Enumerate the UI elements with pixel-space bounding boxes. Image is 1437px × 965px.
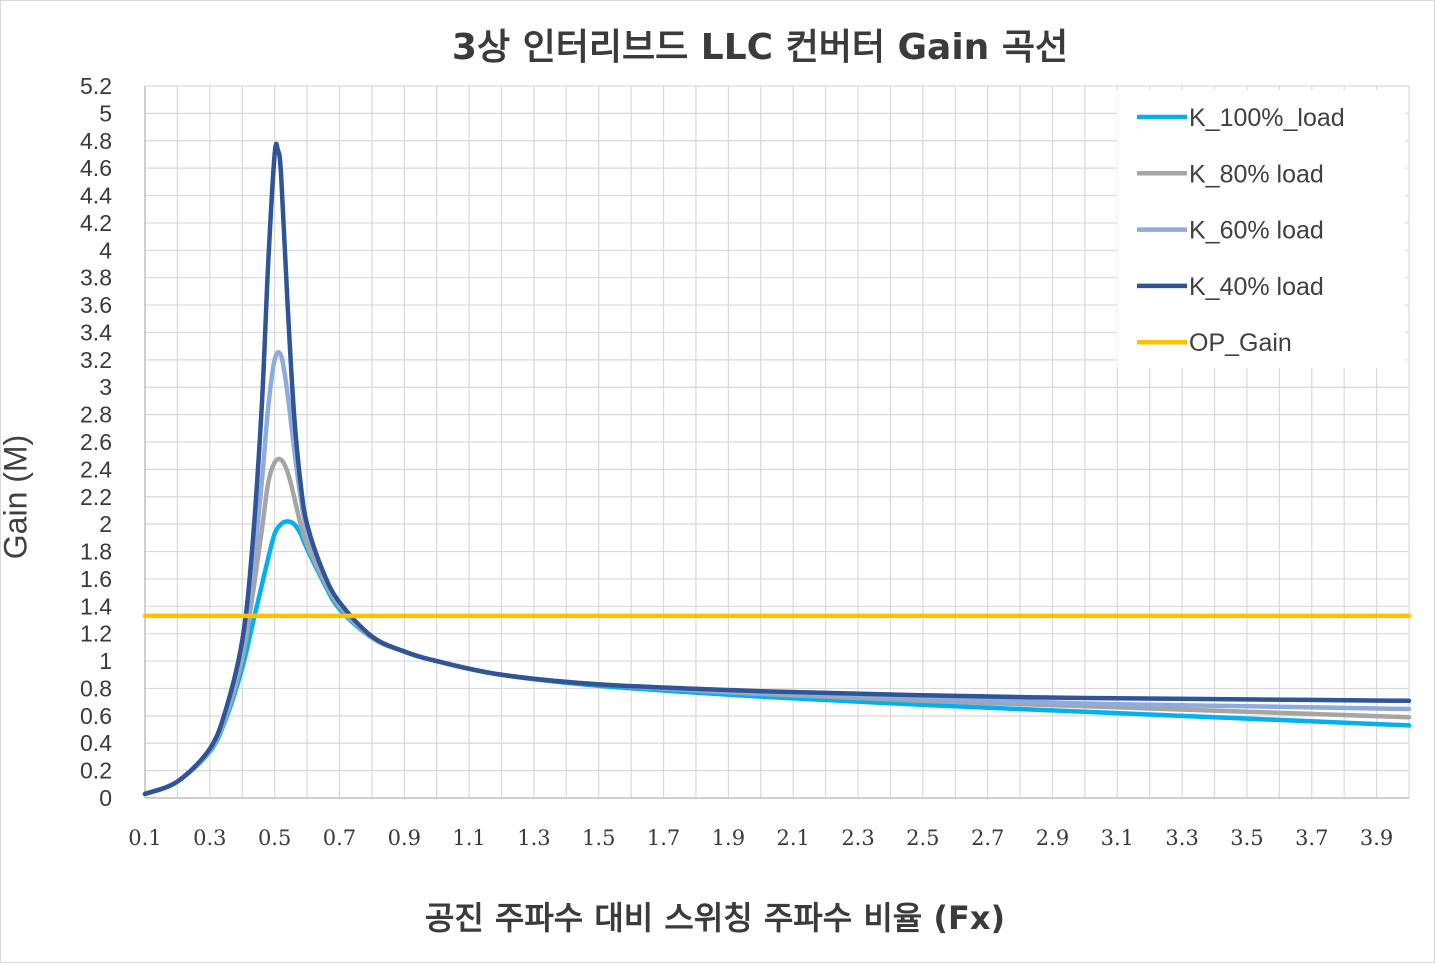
x-tick-label: 3.9 [1360,826,1393,850]
series-line-k-40-load [142,141,1412,797]
y-tick-label: 0.4 [80,730,112,756]
y-tick-label: 5.2 [80,73,112,99]
legend-label-k-80-load: K_80% load [1189,160,1324,188]
series-line-k-60-load [142,349,1412,797]
grid [145,85,1410,798]
y-tick-label: 3.6 [80,292,112,318]
y-tick-label: 4.4 [80,183,112,209]
x-tick-label: 3.3 [1165,826,1198,850]
y-tick-label: 0.2 [80,758,112,784]
x-tick-label: 0.3 [193,826,226,850]
x-tick-label: 2.1 [777,826,810,850]
y-tick-label: 1.6 [80,566,112,592]
x-tick-label: 3.1 [1101,826,1134,850]
y-tick-label: 4 [99,237,112,263]
y-tick-label: 2 [99,511,112,537]
y-tick-labels: 00.20.40.60.811.21.41.61.822.22.42.62.83… [80,73,112,811]
y-tick-label: 0 [99,785,112,811]
y-tick-label: 4.2 [80,210,112,236]
x-tick-label: 1.7 [647,826,680,850]
y-tick-label: 1.2 [80,621,112,647]
x-tick-label: 3.7 [1295,826,1328,850]
chart-title: 3상 인터리브드 LLC 컨버터 Gain 곡선 [451,27,1069,68]
x-tick-label: 3.5 [1230,826,1263,850]
legend-label-k-60-load: K_60% load [1189,217,1324,245]
x-tick-label: 0.9 [388,826,421,850]
legend: K_100%_load K_80% load K_60% load K_40% loa… [1117,90,1405,368]
x-tick-label: 1.9 [712,826,745,850]
x-tick-label: 0.5 [258,826,291,850]
x-tick-labels: 0.1 0.3 0.5 0.7 0.9 1.1 1.3 1.5 1.7 1.9 2.1 2.3 2.5 2… [128,826,1393,850]
x-tick-label: 0.7 [323,826,356,850]
y-tick-label: 3 [99,374,112,400]
y-tick-label: 4.6 [80,155,112,181]
y-tick-label: 4.8 [80,128,112,154]
x-tick-label: 2.5 [906,826,939,850]
y-tick-label: 3.2 [80,347,112,373]
x-tick-label: 2.7 [971,826,1004,850]
y-tick-label: 1.8 [80,539,112,565]
legend-label-k-100-load: K_100%_load [1189,104,1345,132]
y-tick-label: 3.4 [80,319,112,345]
x-tick-label: 2.9 [1036,826,1069,850]
x-tick-label: 1.3 [517,826,550,850]
y-tick-label: 1 [99,648,112,674]
y-tick-label: 2.6 [80,429,112,455]
y-tick-label: 0.8 [80,675,112,701]
axes [144,86,1409,799]
x-tick-label: 1.1 [452,826,485,850]
x-axis-title: 공진 주파수 대비 스위칭 주파수 비율 (Fx) [424,899,1006,937]
legend-label-k-40-load: K_40% load [1189,273,1324,301]
y-tick-label: 2.2 [80,484,112,510]
series-line-k-100-load [142,519,1412,797]
y-tick-label: 3.8 [80,265,112,291]
y-tick-label: 2.4 [80,456,112,482]
x-tick-label: 0.1 [128,826,161,850]
x-tick-label: 1.5 [582,826,615,850]
x-tick-label: 2.3 [841,826,874,850]
legend-label-op-gain: OP_Gain [1189,329,1292,357]
y-tick-label: 2.8 [80,402,112,428]
series-lines [142,141,1412,797]
y-tick-label: 0.6 [80,703,112,729]
y-tick-label: 5 [99,100,112,126]
y-tick-label: 1.4 [80,593,112,619]
